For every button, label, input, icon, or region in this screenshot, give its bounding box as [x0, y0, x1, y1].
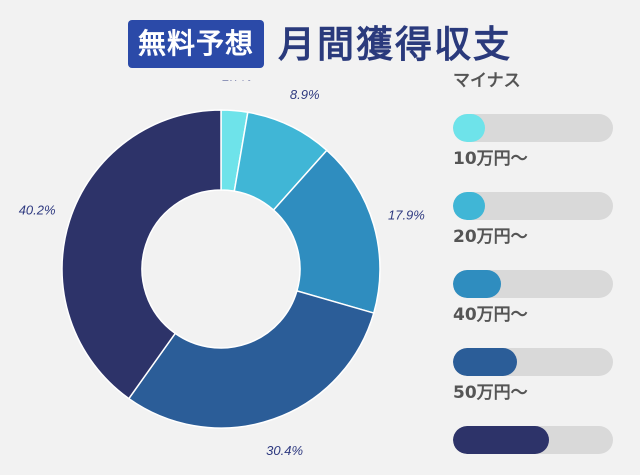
legend-item: 50万円〜	[453, 382, 623, 454]
legend-bar-fill	[453, 192, 485, 220]
legend-label: 50万円〜	[453, 383, 528, 403]
donut-chart: 2.7% 8.9% 17.9% 30.4% 40.2%	[0, 80, 440, 475]
donut-slice	[127, 289, 375, 429]
page-title: 月間獲得収支	[278, 22, 512, 66]
legend-item: マイナス	[453, 70, 623, 142]
legend-bar-track	[453, 348, 613, 376]
legend-item: 40万円〜	[453, 304, 623, 376]
legend-bar-fill	[453, 270, 501, 298]
legend-bar-track	[453, 192, 613, 220]
legend-bar-track	[453, 270, 613, 298]
legend-bar-fill	[453, 348, 517, 376]
legend-item: 20万円〜	[453, 226, 623, 298]
slice-percent-label: 40.2%	[19, 202, 56, 217]
donut-chart-svg: 2.7% 8.9% 17.9% 30.4% 40.2%	[19, 80, 425, 458]
legend-label: 10万円〜	[453, 149, 528, 169]
donut-slice	[272, 149, 381, 315]
legend-bar-fill	[453, 426, 549, 454]
legend-bar-track	[453, 114, 613, 142]
legend-label: マイナス	[453, 71, 521, 91]
slice-percent-label: 30.4%	[266, 443, 303, 458]
legend-bar-track	[453, 426, 613, 454]
slice-percent-label: 17.9%	[388, 207, 425, 222]
legend-label: 20万円〜	[453, 227, 528, 247]
slice-percent-label: 8.9%	[290, 87, 320, 102]
header: 無料予想 月間獲得収支	[0, 16, 640, 72]
legend-bar-fill	[453, 114, 485, 142]
free-prediction-badge: 無料予想	[127, 20, 264, 68]
donut-slice	[61, 109, 222, 400]
legend-item: 10万円〜	[453, 148, 623, 220]
slice-percent-label: 2.7%	[222, 80, 253, 84]
legend-label: 40万円〜	[453, 305, 528, 325]
